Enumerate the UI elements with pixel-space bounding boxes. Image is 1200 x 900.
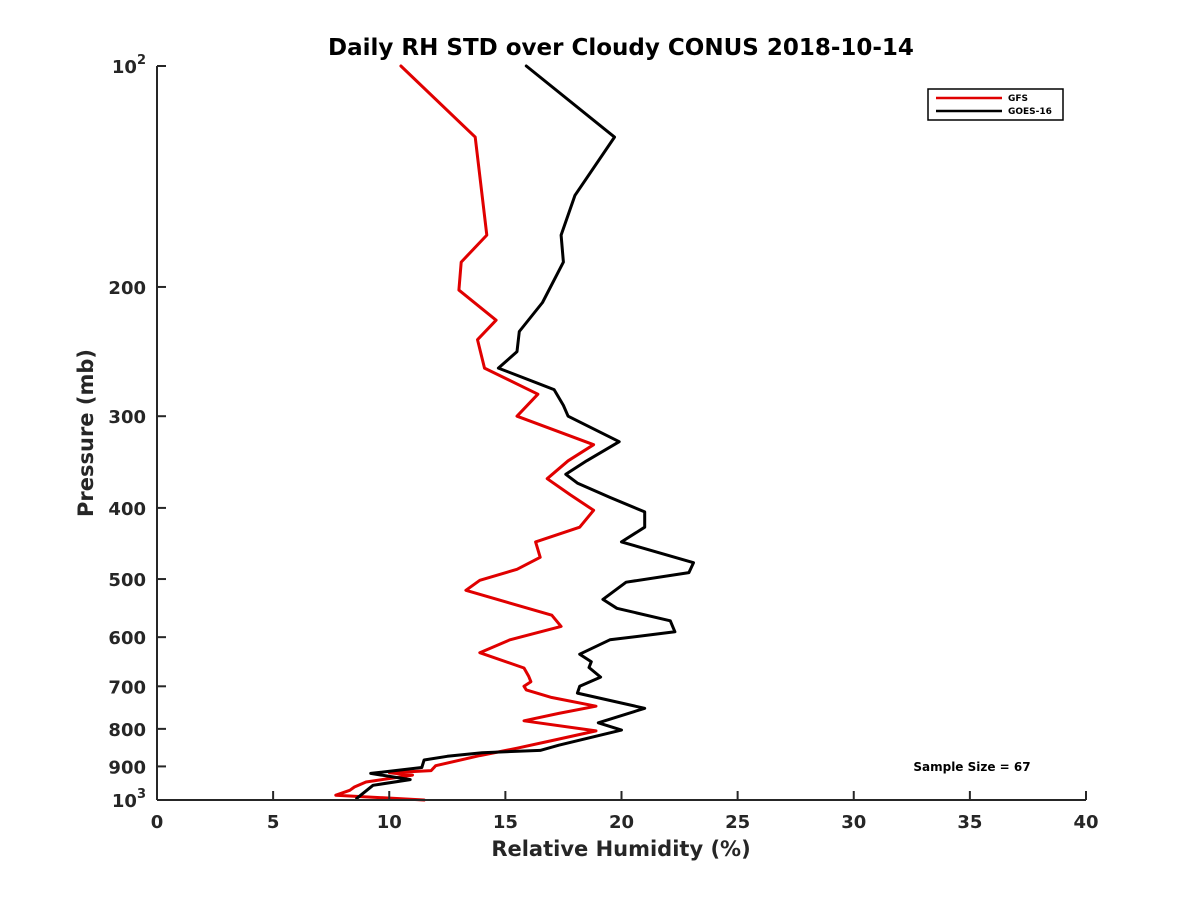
- y-tick-label: 300: [108, 407, 146, 428]
- x-tick-label: 15: [493, 812, 518, 833]
- x-ticks: 0 5 10 15 20 25 30 35 40: [151, 791, 1099, 833]
- x-tick-label: 40: [1073, 812, 1098, 833]
- x-tick-label: 25: [725, 812, 750, 833]
- y-tick-label: 700: [108, 677, 146, 698]
- y-tick-label: 200: [108, 278, 146, 299]
- x-tick-label: 20: [609, 812, 634, 833]
- x-axis-label: Relative Humidity (%): [491, 837, 750, 861]
- legend-label-goes16: GOES-16: [1008, 107, 1052, 117]
- chart-title: Daily RH STD over Cloudy CONUS 2018-10-1…: [328, 35, 914, 61]
- legend-box: [927, 88, 1064, 121]
- legend: GFS GOES-16: [927, 88, 1064, 121]
- y-axis-label: Pressure (mb): [74, 349, 98, 517]
- series-line-goes16: [355, 64, 695, 800]
- plot-lines: [334, 64, 695, 802]
- y-tick-label: 400: [108, 499, 146, 520]
- x-tick-label: 35: [957, 812, 982, 833]
- legend-label-gfs: GFS: [1008, 94, 1028, 104]
- x-tick-label: 10: [377, 812, 402, 833]
- x-tick-label: 0: [151, 812, 164, 833]
- y-tick-label: 800: [108, 720, 146, 741]
- series-line-gfs: [334, 64, 598, 802]
- y-tick-label: 900: [108, 757, 146, 778]
- y-tick-label: 600: [108, 628, 146, 649]
- x-tick-label: 30: [841, 812, 866, 833]
- y-tick-label: 500: [108, 570, 146, 591]
- x-tick-label: 5: [267, 812, 280, 833]
- sample-size-annotation: Sample Size = 67: [913, 760, 1030, 774]
